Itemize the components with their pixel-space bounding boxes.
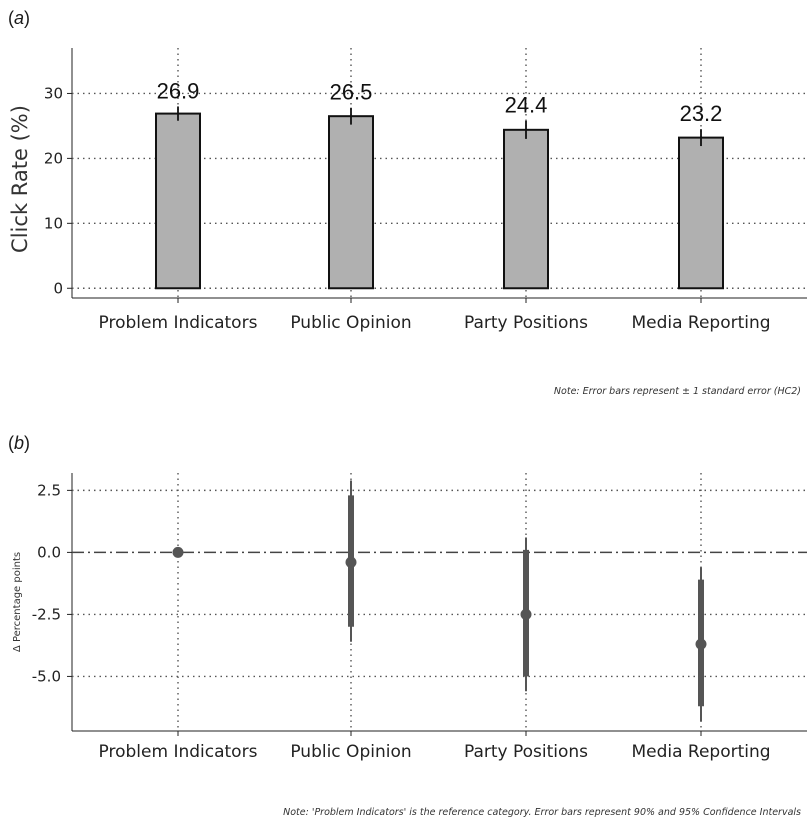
bar-chart-click-rate: 0 10 20 30 Click Rate (%) 26.9 Problem Indicat… <box>8 48 807 333</box>
y-tick-label: 20 <box>44 149 63 167</box>
panel-b-label-letter: b <box>14 433 25 453</box>
y-tick-label: 0.0 <box>37 543 61 561</box>
panel-a-note: Note: Error bars represent ± 1 standard … <box>553 386 801 397</box>
y-axis-label: Click Rate (%) <box>8 105 32 253</box>
x-tick-label: Party Positions <box>464 313 588 333</box>
panel-b-label-close: ) <box>24 433 31 453</box>
panel-a-label-close: ) <box>24 8 31 28</box>
y-tick-label: 0 <box>53 279 63 297</box>
y-tick-label: 2.5 <box>37 481 61 499</box>
y-tick-label: 10 <box>44 214 63 232</box>
point-estimate <box>520 608 532 620</box>
point-estimate <box>695 638 707 650</box>
panel-b-label: (b) <box>8 433 30 454</box>
point-estimate <box>345 556 357 568</box>
x-tick-label: Party Positions <box>464 742 588 762</box>
bar <box>328 115 374 290</box>
data-label: 26.5 <box>330 80 373 105</box>
data-label: 23.2 <box>680 101 723 126</box>
bar <box>155 112 201 290</box>
panel-b-label-open: ( <box>8 433 14 453</box>
x-tick-label: Problem Indicators <box>99 742 258 762</box>
point-estimate <box>172 546 184 558</box>
data-label: 24.4 <box>505 93 548 118</box>
data-label: 26.9 <box>157 78 200 103</box>
x-tick-label: Media Reporting <box>631 742 770 762</box>
panel-a-label: (a) <box>8 8 30 29</box>
panel-a-label-open: ( <box>8 8 14 28</box>
y-tick-label: -5.0 <box>32 667 61 685</box>
y-tick-label: 30 <box>44 84 63 102</box>
x-tick-label: Public Opinion <box>290 742 411 762</box>
x-tick-label: Media Reporting <box>631 313 770 333</box>
x-tick-label: Problem Indicators <box>99 313 258 333</box>
bar <box>503 128 549 290</box>
y-tick-label: -2.5 <box>32 605 61 623</box>
y-axis-label: Δ Percentage points <box>12 552 23 652</box>
panel-a-label-letter: a <box>14 8 25 28</box>
x-tick-label: Public Opinion <box>290 313 411 333</box>
panel-b-note: Note: 'Problem Indicators' is the refere… <box>283 807 801 818</box>
